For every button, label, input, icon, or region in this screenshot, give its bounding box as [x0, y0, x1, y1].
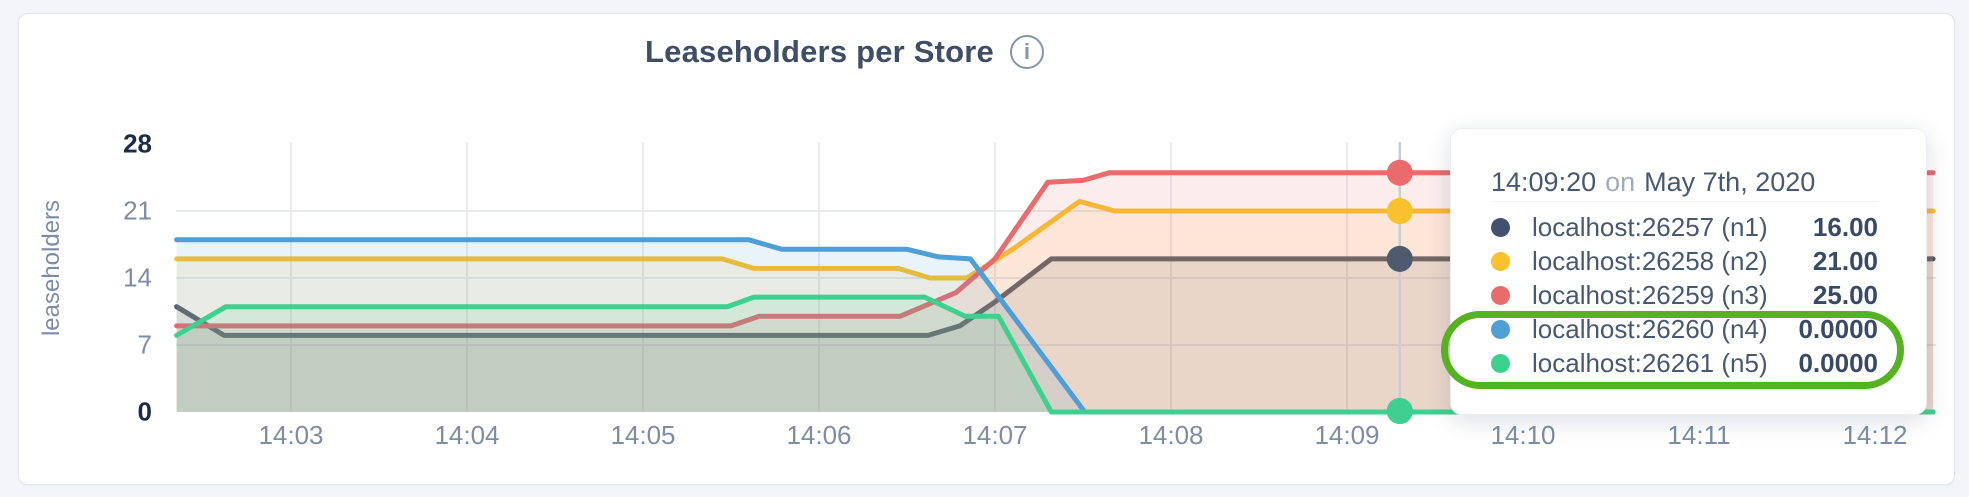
tooltip-on-word: on [1605, 166, 1636, 197]
x-tick-14:11: 14:11 [1667, 420, 1731, 450]
series-line [174, 198, 1936, 281]
hover-dot [1386, 245, 1413, 272]
x-tick-14:08: 14:08 [1138, 420, 1204, 450]
tooltip-series-value: 21.00 [1812, 245, 1878, 276]
series-color-dot [1491, 285, 1510, 305]
series-line [174, 256, 1936, 338]
tooltip-row-highlighted: localhost:26261 (n5) 0.0000 [1491, 346, 1878, 380]
tooltip-header: 14:09:20 on May 7th, 2020 [1491, 163, 1878, 202]
tooltip-date: May 7th, 2020 [1644, 166, 1816, 197]
x-tick-14:06: 14:06 [786, 420, 852, 450]
series-area [176, 239, 1934, 412]
series-line [174, 170, 1936, 329]
tooltip-series-label: localhost:26258 (n2) [1532, 245, 1768, 276]
x-tick-14:10: 14:10 [1490, 420, 1556, 450]
info-icon[interactable]: i [1009, 35, 1044, 69]
y-tick-7: 7 [137, 329, 152, 360]
chart-header: Leaseholders per Store i [645, 34, 1044, 70]
x-tick-14:12: 14:12 [1842, 420, 1908, 450]
series-color-dot [1491, 217, 1510, 237]
tooltip-series-value: 16.00 [1812, 211, 1878, 242]
tooltip-series-value: 25.00 [1812, 279, 1878, 310]
tooltip-row: localhost:26257 (n1) 16.00 [1491, 210, 1878, 244]
tooltip-row: localhost:26258 (n2) 21.00 [1491, 244, 1878, 278]
hover-tooltip: 14:09:20 on May 7th, 2020 localhost:2625… [1450, 128, 1927, 415]
tooltip-time: 14:09:20 [1491, 166, 1597, 197]
info-icon-glyph: i [1023, 39, 1031, 64]
x-tick-14:03: 14:03 [258, 420, 324, 450]
series-area [176, 297, 1934, 412]
series-color-dot [1491, 353, 1510, 373]
tooltip-row: localhost:26259 (n3) 25.00 [1491, 278, 1878, 312]
y-tick-21: 21 [123, 195, 152, 226]
series-line [174, 237, 1936, 415]
tooltip-series-label: localhost:26260 (n4) [1532, 313, 1768, 344]
series-color-dot [1491, 251, 1510, 271]
x-tick-14:04: 14:04 [434, 420, 500, 450]
series-color-dot [1491, 319, 1510, 339]
tooltip-series-label: localhost:26261 (n5) [1532, 347, 1768, 378]
hover-dot [1386, 398, 1413, 424]
tooltip-series-label: localhost:26257 (n1) [1532, 211, 1768, 242]
chart-title: Leaseholders per Store [645, 34, 994, 69]
y-tick-28: 28 [123, 128, 152, 159]
tooltip-rows: localhost:26257 (n1) 16.00 localhost:26258… [1491, 210, 1878, 380]
tooltip-row-highlighted: localhost:26260 (n4) 0.0000 [1491, 312, 1878, 346]
hover-dot [1386, 198, 1413, 224]
y-tick-14: 14 [123, 262, 152, 293]
series-line [174, 294, 1936, 415]
x-tick-14:07: 14:07 [962, 420, 1028, 450]
tooltip-series-value: 0.0000 [1798, 347, 1878, 378]
tooltip-series-label: localhost:26259 (n3) [1532, 279, 1768, 310]
x-tick-14:09: 14:09 [1314, 420, 1380, 450]
y-tick-0: 0 [137, 396, 152, 427]
hover-dot [1386, 159, 1413, 186]
x-tick-14:05: 14:05 [610, 420, 676, 450]
tooltip-series-value: 0.0000 [1798, 313, 1878, 344]
